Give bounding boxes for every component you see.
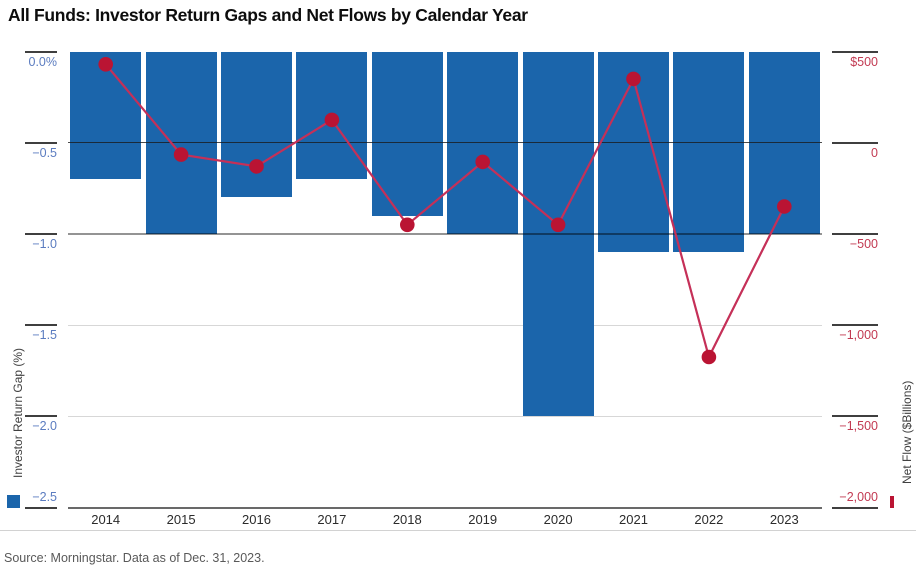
netflow-legend-line-icon — [890, 496, 894, 508]
left-axis-tick-label: 0.0% — [28, 54, 58, 69]
bar-2017 — [296, 51, 368, 180]
left-axis-tick — [25, 141, 57, 144]
netflow-point-2022 — [701, 349, 717, 365]
right-axis-tick — [832, 506, 878, 509]
bar-2014 — [70, 51, 142, 180]
x-label-2020: 2020 — [543, 512, 573, 527]
left-axis-tick — [25, 50, 57, 53]
x-label-2016: 2016 — [242, 512, 271, 527]
zero-netflow-gridline — [68, 141, 822, 144]
right-axis-tick-label: −1,000 — [839, 328, 878, 343]
right-axis-tick-label: 0 — [871, 145, 878, 160]
x-label-2022: 2022 — [694, 512, 724, 527]
x-label-2021: 2021 — [619, 512, 648, 527]
x-label-2019: 2019 — [468, 512, 498, 527]
left-axis-tick — [25, 324, 57, 327]
right-axis-tick-label: −500 — [849, 236, 878, 251]
gridline-mid — [68, 233, 822, 235]
right-axis-title: Net Flow ($Billions) — [900, 380, 914, 484]
right-axis-tick — [832, 415, 878, 418]
bar-2021 — [598, 51, 669, 253]
right-axis-tick — [832, 141, 878, 144]
left-axis-tick-label: −2.5 — [32, 489, 57, 504]
x-axis-baseline — [68, 506, 822, 509]
gridline-light — [68, 415, 822, 417]
gridline-light — [68, 324, 822, 326]
left-axis-title: Investor Return Gap (%) — [11, 347, 25, 478]
x-label-2015: 2015 — [166, 512, 196, 527]
left-axis-tick — [25, 415, 57, 418]
bar-2018 — [371, 51, 443, 216]
right-axis-tick-label: $500 — [850, 54, 878, 69]
x-label-2018: 2018 — [392, 512, 422, 527]
chart-title: All Funds: Investor Return Gaps and Net … — [8, 5, 528, 25]
chart-area: Investor Return Gap (%) Net Flow ($Billi… — [7, 50, 914, 527]
x-label-2014: 2014 — [91, 512, 121, 527]
right-axis-tick-label: −2,000 — [839, 489, 878, 504]
left-axis-tick-label: −1.5 — [32, 328, 57, 343]
gap-legend-square-icon — [7, 495, 20, 508]
right-axis-tick-label: −1,500 — [839, 419, 878, 434]
netflow-point-2018 — [400, 217, 415, 233]
separator-line — [0, 530, 916, 531]
source-note: Source: Morningstar. Data as of Dec. 31,… — [4, 551, 265, 565]
left-axis-tick — [25, 506, 57, 509]
x-label-2023: 2023 — [769, 512, 799, 527]
left-axis-tick — [25, 232, 57, 235]
left-axis-tick-label: −1.0 — [32, 236, 57, 251]
x-label-2017: 2017 — [317, 512, 347, 527]
left-axis-tick-label: −0.5 — [32, 145, 57, 160]
left-axis-tick-label: −2.0 — [32, 419, 57, 434]
bar-2022 — [673, 51, 745, 253]
right-axis-tick — [832, 324, 878, 327]
bar-2016 — [221, 51, 292, 198]
right-axis-tick — [832, 232, 878, 235]
right-axis-tick — [832, 50, 878, 53]
